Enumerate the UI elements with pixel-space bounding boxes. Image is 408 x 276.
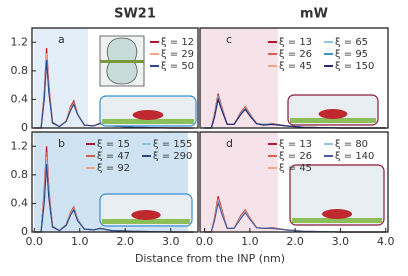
panel-title: mW — [300, 7, 328, 22]
inset-cluster — [321, 209, 353, 219]
legend-label: ξ = 155 — [153, 139, 192, 150]
x-tick-label: 2.0 — [116, 235, 134, 248]
panel-frame — [31, 131, 199, 233]
legend-label: ξ = 13 — [279, 37, 312, 48]
x-tick-label: 3.0 — [162, 235, 180, 248]
y-tick-label: 0.8 — [11, 168, 29, 181]
data-line — [204, 97, 386, 129]
panel-label: c — [226, 33, 232, 46]
legend-label: ξ = 290 — [153, 151, 192, 162]
legend-label: ξ = 45 — [279, 163, 312, 174]
inset-cluster — [132, 110, 164, 120]
y-tick-label: 0 — [21, 225, 28, 238]
legend-label: ξ = 15 — [97, 139, 130, 150]
y-tick-label: 1.2 — [11, 35, 29, 48]
droplet-surface — [100, 60, 144, 63]
data-line — [204, 200, 386, 233]
y-tick-label: 0.8 — [11, 64, 29, 77]
x-tick-label: 2.0 — [286, 235, 304, 248]
y-tick-label: 1.2 — [11, 139, 29, 152]
x-tick-label: 4.0 — [377, 235, 395, 248]
x-tick-label: 0.0 — [26, 235, 44, 248]
inset-cluster — [318, 109, 348, 119]
panel-frame — [199, 131, 389, 233]
legend-label: ξ = 29 — [161, 49, 194, 60]
panel-label: b — [58, 137, 65, 150]
shaded-region — [200, 28, 278, 128]
panel-frame — [199, 27, 389, 129]
legend-label: ξ = 92 — [97, 163, 130, 174]
x-tick-label: 1.0 — [71, 235, 89, 248]
y-tick-label: 0.4 — [11, 92, 29, 105]
x-tick-label: 1.0 — [241, 235, 259, 248]
legend-label: ξ = 45 — [279, 61, 312, 72]
legend-label: ξ = 150 — [335, 61, 374, 72]
shaded-region — [200, 132, 278, 232]
inset-frame — [289, 164, 385, 226]
legend-label: ξ = 26 — [279, 151, 312, 162]
x-axis-label: Distance from the INP (nm) — [135, 252, 285, 265]
legend-label: ξ = 50 — [161, 61, 194, 72]
legend-label: ξ = 80 — [335, 139, 368, 150]
inset-surface — [292, 218, 382, 223]
data-line — [34, 164, 194, 233]
legend-label: ξ = 12 — [161, 37, 194, 48]
inset-surface — [102, 219, 190, 224]
y-tick-label: 0 — [21, 121, 28, 134]
x-tick-label: 0.0 — [196, 235, 214, 248]
panel-label: a — [58, 33, 65, 46]
panel-frame — [31, 27, 199, 129]
y-tick-label: 0.4 — [11, 196, 29, 209]
panel-title: SW21 — [114, 7, 156, 22]
inset-surface — [102, 119, 194, 124]
legend-label: ξ = 95 — [335, 49, 368, 60]
inset-surface — [290, 118, 376, 123]
legend-label: ξ = 47 — [97, 151, 130, 162]
legend-label: ξ = 26 — [279, 49, 312, 60]
x-tick-label: 3.0 — [332, 235, 350, 248]
legend-label: ξ = 140 — [335, 151, 374, 162]
panel-label: d — [226, 137, 233, 150]
legend-label: ξ = 13 — [279, 139, 312, 150]
legend-label: ξ = 65 — [335, 37, 368, 48]
inset-cluster — [131, 210, 161, 220]
